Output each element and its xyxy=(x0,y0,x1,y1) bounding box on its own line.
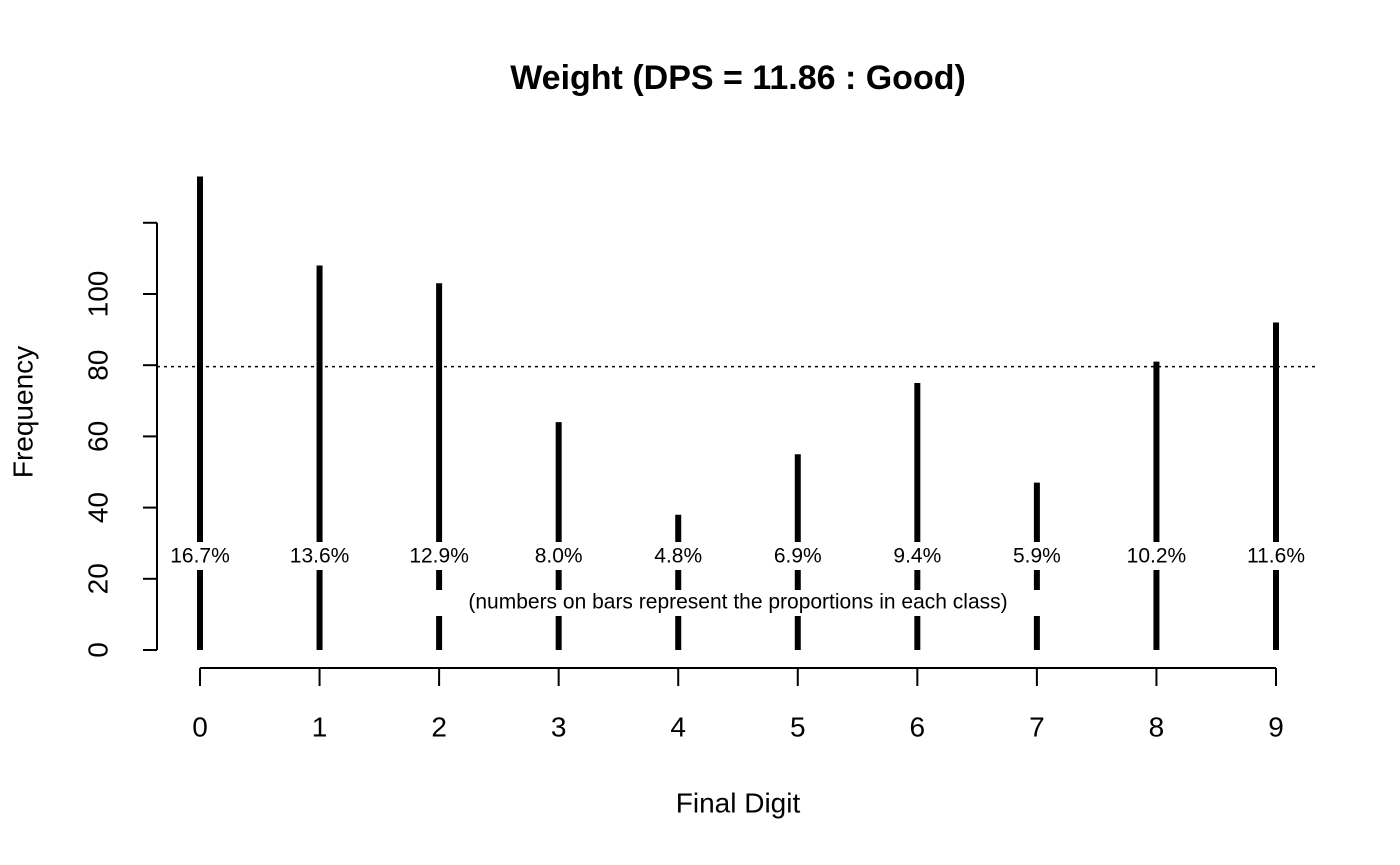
label-background xyxy=(164,542,236,570)
value-label: 5.9% xyxy=(1013,545,1061,568)
x-tick-label: 5 xyxy=(790,711,806,742)
value-label: 8.0% xyxy=(535,545,583,568)
value-label: 6.9% xyxy=(774,545,822,568)
value-label: 10.2% xyxy=(1127,545,1187,568)
y-tick-label: 80 xyxy=(82,350,113,381)
x-tick-label: 2 xyxy=(431,711,447,742)
label-background xyxy=(761,542,834,570)
label-background xyxy=(1240,542,1312,570)
annotation-background xyxy=(428,590,1048,616)
x-tick-label: 4 xyxy=(670,711,686,742)
x-tick-label: 0 xyxy=(192,711,208,742)
value-label: 12.9% xyxy=(409,545,469,568)
chart-title: Weight (DPS = 11.86 : Good) xyxy=(510,59,966,97)
y-tick-label: 60 xyxy=(82,421,113,452)
label-background xyxy=(881,542,954,570)
annotation: (numbers on bars represent the proportio… xyxy=(468,591,1007,614)
x-tick-label: 3 xyxy=(551,711,567,742)
value-label: 4.8% xyxy=(654,545,702,568)
x-tick-label: 9 xyxy=(1268,711,1284,742)
value-label: 11.6% xyxy=(1247,545,1305,568)
label-background xyxy=(522,542,595,570)
label-background xyxy=(642,542,715,570)
value-label: 16.7% xyxy=(170,545,230,568)
x-tick-label: 8 xyxy=(1149,711,1165,742)
x-tick-label: 6 xyxy=(910,711,926,742)
value-label: 9.4% xyxy=(893,545,941,568)
label-background xyxy=(1120,542,1193,570)
y-tick-label: 0 xyxy=(82,642,113,658)
y-tick-label: 100 xyxy=(82,271,113,318)
y-tick-label: 40 xyxy=(82,492,113,523)
label-background xyxy=(403,542,476,570)
x-tick-label: 1 xyxy=(312,711,328,742)
label-background xyxy=(283,542,356,570)
label-background xyxy=(1000,542,1073,570)
value-label: 13.6% xyxy=(290,545,350,568)
y-axis-label: Frequency xyxy=(7,346,38,478)
x-tick-label: 7 xyxy=(1029,711,1045,742)
y-tick-label: 20 xyxy=(82,563,113,594)
x-axis-label: Final Digit xyxy=(676,787,801,818)
